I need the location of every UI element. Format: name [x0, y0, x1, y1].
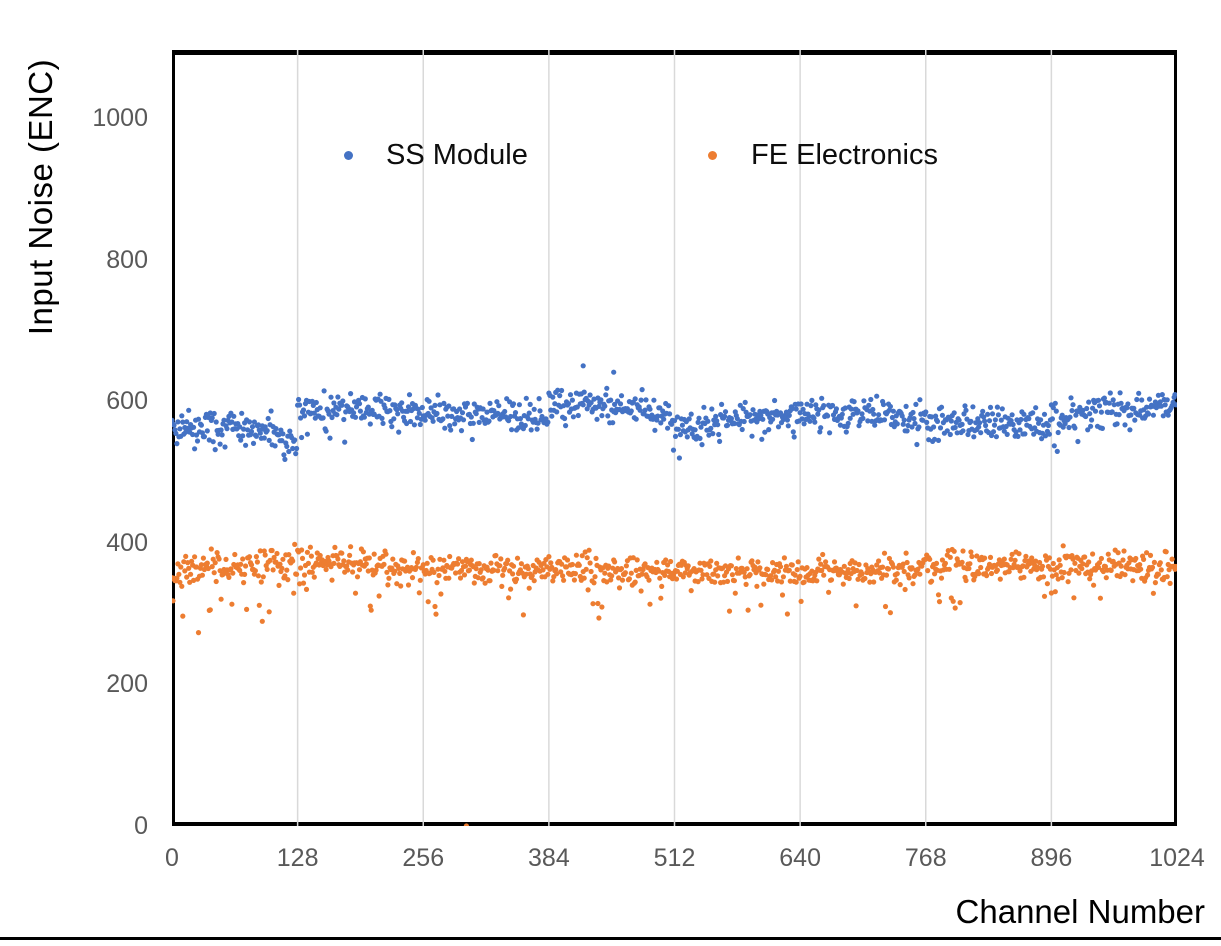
scatter-points: [172, 363, 1177, 826]
x-tick-label-512: 512: [653, 844, 696, 872]
bottom-divider-line: [0, 937, 1221, 940]
series-ss-module: [172, 363, 1177, 462]
outlier-point: [172, 598, 176, 604]
y-axis-title: Input Noise (ENC): [22, 58, 59, 336]
y-tick-label-200: 200: [106, 670, 148, 699]
x-tick-label-1024: 1024: [1149, 844, 1205, 872]
x-tick-label-0: 0: [165, 844, 179, 872]
outlier-point: [611, 369, 617, 375]
x-tick-label-640: 640: [779, 844, 821, 872]
y-tick-label-600: 600: [106, 387, 148, 416]
x-axis-title: Channel Number: [955, 893, 1205, 930]
y-tick-label-1000: 1000: [92, 103, 148, 132]
legend-item-fe-electronics: FE Electronics: [708, 139, 938, 172]
gridlines: [296, 50, 1053, 826]
scatter-plot: [172, 50, 1177, 826]
x-tick-label-896: 896: [1030, 844, 1073, 872]
outlier-point: [580, 363, 586, 369]
series-fe-electronics: [172, 541, 1177, 826]
legend-label-fe-electronics: FE Electronics: [751, 139, 938, 171]
legend-item-ss-module: SS Module: [344, 139, 528, 172]
y-tick-label-400: 400: [106, 528, 148, 557]
x-tick-label-384: 384: [528, 844, 570, 872]
fe-electronics-marker-icon: [708, 151, 717, 160]
legend-label-ss-module: SS Module: [386, 139, 528, 171]
outlier-point: [463, 823, 469, 826]
x-tick-label-768: 768: [904, 844, 947, 872]
y-tick-label-800: 800: [106, 245, 148, 274]
ss-module-marker-icon: [344, 151, 353, 160]
x-tick-label-128: 128: [276, 844, 319, 872]
y-tick-label-0: 0: [134, 812, 148, 840]
x-tick-label-256: 256: [402, 844, 445, 872]
